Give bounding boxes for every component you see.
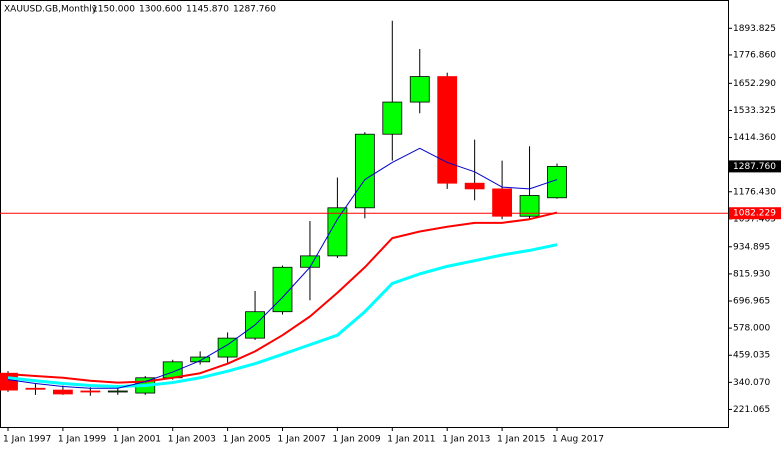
x-tick-label: 1 Jan 2005 xyxy=(223,435,271,445)
candle-body xyxy=(25,387,46,390)
y-tick-label: 1057.465 xyxy=(733,214,776,224)
candle-body xyxy=(437,76,458,184)
candle-body xyxy=(547,165,567,199)
moving-average xyxy=(7,211,558,384)
ohlc-label: 1150.000 xyxy=(92,5,135,15)
candle-body xyxy=(107,390,128,393)
x-tick-label: 1 Jan 2001 xyxy=(113,435,161,445)
y-tick-label: 696.965 xyxy=(733,297,770,307)
y-tick-label: 459.035 xyxy=(733,351,770,361)
y-tick-label: 1414.360 xyxy=(733,133,776,143)
candle-body xyxy=(300,255,320,268)
y-tick-label: 1533.325 xyxy=(733,106,776,116)
y-tick-label: 578.000 xyxy=(733,324,770,334)
candle-body xyxy=(327,207,348,257)
moving-average xyxy=(7,243,558,388)
y-tick-label: 1893.825 xyxy=(733,24,776,34)
candle-body xyxy=(382,101,403,135)
plot-frame xyxy=(0,0,729,428)
candle-body xyxy=(354,133,375,209)
candle-body xyxy=(409,76,430,103)
last-price-label: 1287.760 xyxy=(733,162,776,172)
x-tick-label: 1 Jan 2007 xyxy=(278,435,326,445)
y-tick-label: 934.895 xyxy=(733,242,770,252)
candle-body xyxy=(217,337,238,358)
candle-body xyxy=(492,188,513,217)
candle-body xyxy=(80,390,101,393)
candle-body xyxy=(464,182,485,190)
y-tick-label: 340.070 xyxy=(733,378,770,388)
x-tick-label: 1 Jan 2015 xyxy=(497,435,545,445)
y-tick-label: 221.065 xyxy=(733,405,770,415)
candle-body xyxy=(53,389,73,395)
x-tick-label: 1 Aug 2017 xyxy=(552,435,604,445)
x-tick-label: 1 Jan 1999 xyxy=(58,435,106,445)
hline-label-box xyxy=(729,207,781,220)
last-price-box xyxy=(729,160,781,173)
candle-body xyxy=(0,372,18,391)
x-tick-label: 1 Jan 2003 xyxy=(168,435,216,445)
ohlc-label: 1300.600 xyxy=(139,5,182,15)
candle-body xyxy=(190,356,211,363)
x-tick-label: 1 Jan 1997 xyxy=(3,435,51,445)
moving-average xyxy=(7,147,558,389)
y-tick-label: 1776.860 xyxy=(733,50,776,60)
y-tick-label: 815.930 xyxy=(733,269,770,279)
x-tick-label: 1 Jan 2013 xyxy=(442,435,490,445)
x-tick-label: 1 Jan 2009 xyxy=(332,435,380,445)
candle-body xyxy=(519,195,540,217)
y-tick-label: 1652.290 xyxy=(733,79,776,89)
hline-label: 1082.229 xyxy=(733,209,776,219)
candle-body xyxy=(272,266,293,313)
x-tick-label: 1 Jan 2011 xyxy=(387,435,435,445)
ohlc-label: 1287.760 xyxy=(233,5,276,15)
y-tick-label: 1176.430 xyxy=(733,187,776,197)
ohlc-label: 1145.870 xyxy=(186,5,229,15)
chart-title: XAUUSD.GB,Monthly xyxy=(4,5,98,15)
